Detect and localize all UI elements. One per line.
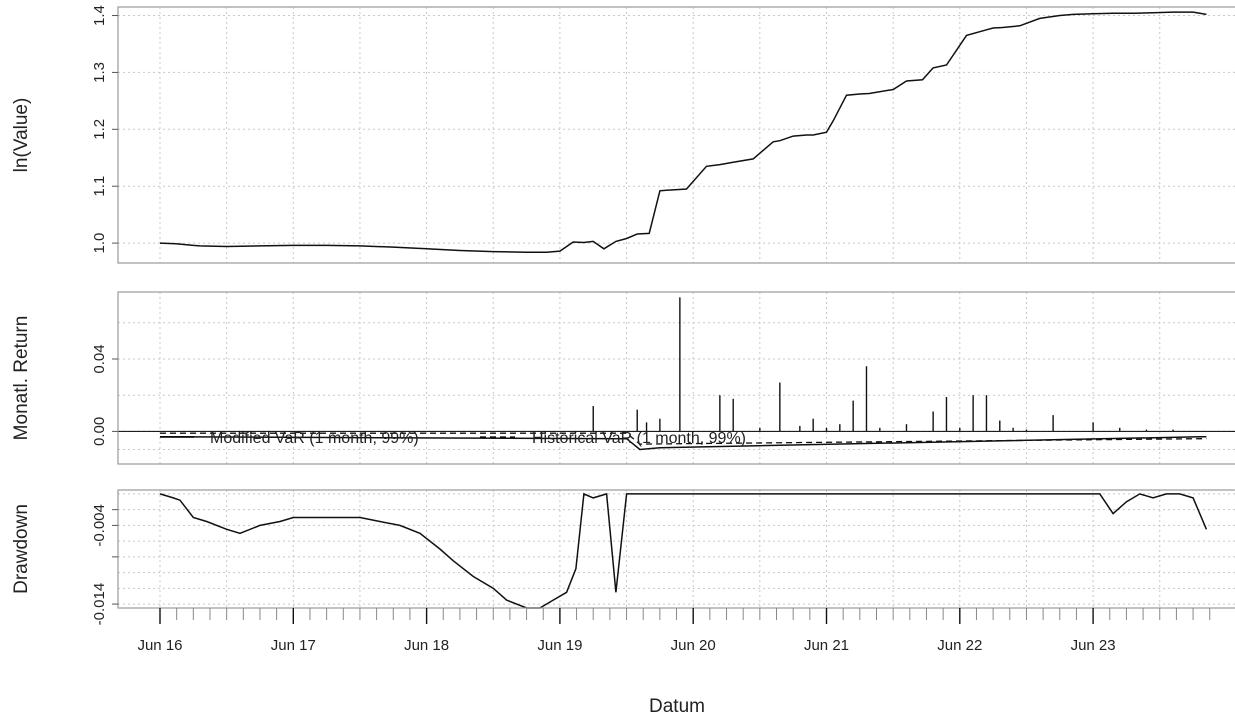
drawdown-series-line	[159, 492, 1208, 609]
xtick-label: Jun 18	[404, 637, 449, 654]
y-ticks: 1.0 1.1 1.2 1.3 1.4 0.00 0.04 -0.014 -0.004	[91, 5, 118, 625]
xtick-label: Jun 22	[937, 637, 982, 654]
y-axis-title-drawdown: Drawdown	[11, 504, 32, 594]
legend-label-modified-var: Modified VaR (1 month, 99%)	[210, 430, 419, 447]
legend-label-historical-var: Historical VaR (1 month, 99%)	[532, 430, 746, 447]
ytick-label: 0.04	[91, 344, 108, 373]
xtick-label: Jun 17	[271, 637, 316, 654]
ytick-label: -0.004	[91, 504, 108, 547]
xtick-label: Jun 16	[137, 637, 182, 654]
xtick-label: Jun 20	[671, 637, 716, 654]
historical-var-line	[160, 432, 1207, 445]
ytick-label: 0.00	[91, 417, 108, 446]
ytick-label: 1.1	[91, 176, 108, 197]
ytick-label: 1.3	[91, 62, 108, 83]
y-axis-title-value: ln(Value)	[11, 98, 32, 173]
ytick-label: 1.4	[91, 5, 108, 26]
legend: Modified VaR (1 month, 99%) Historical V…	[160, 430, 746, 447]
xtick-label: Jun 21	[804, 637, 849, 654]
x-axis-title: Datum	[649, 696, 705, 717]
value-panel-frame	[117, 6, 1235, 264]
modified-var-line	[159, 436, 1207, 451]
value-series-line	[159, 11, 1207, 253]
y-axis-title-return: Monatl. Return	[11, 316, 32, 441]
ytick-label: 1.2	[91, 119, 108, 140]
xtick-label: Jun 23	[1071, 637, 1116, 654]
grid	[118, 7, 1235, 608]
x-axis: Jun 16 Jun 17 Jun 18 Jun 19 Jun 20 Jun 21 Jun …	[137, 608, 1211, 654]
ytick-label: -0.014	[91, 583, 108, 626]
plot-data	[118, 11, 1235, 609]
drawdown-panel-frame	[117, 489, 1235, 609]
xtick-label: Jun 19	[537, 637, 582, 654]
return-panel-frame	[117, 291, 1235, 465]
ytick-label: 1.0	[91, 233, 108, 254]
